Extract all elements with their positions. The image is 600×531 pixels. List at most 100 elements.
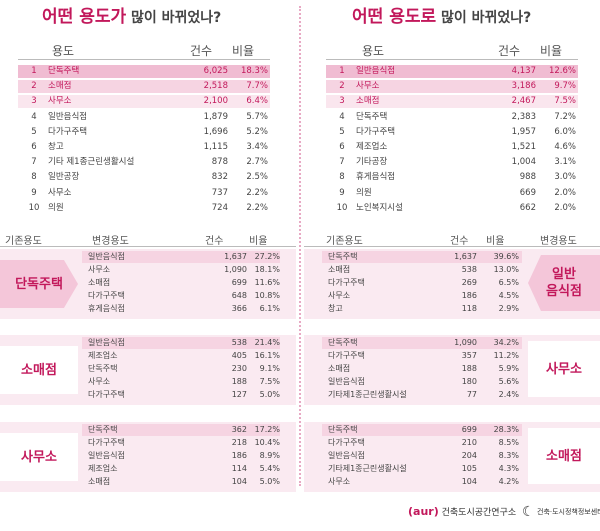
left-change-pct: 11.6% — [254, 278, 280, 287]
rank-right-header-line — [326, 59, 578, 60]
left-rank-name: 단독주택 — [48, 66, 80, 76]
left-rank-rank: 2 — [31, 81, 37, 92]
left-rank-rank: 9 — [31, 187, 37, 198]
left-change-pct: 5.4% — [259, 464, 280, 473]
right-rank-count: 3,186 — [511, 81, 536, 92]
right-change-name: 다가구주택 — [328, 278, 365, 287]
left-rank-row: 3 사무소 2,100 6.4% — [18, 95, 270, 109]
left-change-count: 405 — [231, 351, 247, 360]
right-rank-pct: 3.1% — [554, 157, 576, 168]
right-change-pct: 4.5% — [498, 291, 519, 300]
right-change-row: 사무소 104 4.2% — [322, 476, 522, 488]
row-highlight — [82, 337, 280, 349]
rank-left-use-header: 용도 — [52, 44, 75, 58]
right-change-name: 소매점 — [328, 364, 351, 373]
left-change-count: 699 — [231, 278, 247, 287]
right-rank-row: 7 기타공장 1,004 3.1% — [326, 156, 578, 169]
right-rank-pct: 6.0% — [554, 126, 576, 137]
right-rank-pct: 7.5% — [554, 96, 576, 107]
left-change-name: 일반음식점 — [88, 451, 125, 460]
left-rank-row: 6 창고 1,115 3.4% — [18, 141, 270, 154]
right-change-name: 단독주택 — [328, 252, 358, 261]
right-change-pct: 5.9% — [498, 364, 519, 373]
left-change-pct: 7.5% — [259, 377, 280, 386]
left-group-label: 단독주택 — [0, 260, 78, 308]
left-change-name: 사무소 — [88, 265, 111, 274]
left-change-row: 휴게음식점 366 6.1% — [82, 303, 280, 315]
left-rank-count: 737 — [211, 187, 228, 198]
left-rank-rank: 4 — [31, 111, 37, 122]
left-change-pct: 16.1% — [254, 351, 280, 360]
left-change-name: 단독주택 — [88, 425, 118, 434]
right-title: 어떤 용도로 많이 바뀌었나? — [352, 7, 532, 27]
left-rank-name: 소매점 — [48, 81, 72, 92]
right-change-pct: 4.2% — [498, 477, 519, 486]
right-rank-count: 1,004 — [511, 157, 536, 168]
right-change-row: 단독주택 699 28.3% — [322, 424, 522, 436]
right-orig-header: 기존용도 — [326, 236, 363, 247]
left-change-count: 230 — [231, 364, 247, 373]
left-change-name: 소매점 — [88, 477, 111, 486]
left-rank-pct: 5.7% — [246, 111, 268, 122]
right-change-pct: 13.0% — [493, 265, 519, 274]
right-rank-pct: 7.2% — [554, 111, 576, 122]
left-change-row: 사무소 188 7.5% — [82, 376, 280, 388]
left-change-count: 114 — [231, 464, 247, 473]
right-change-name: 단독주택 — [328, 338, 358, 347]
right-changed-header: 변경용도 — [540, 236, 577, 247]
row-highlight — [322, 337, 522, 349]
left-change-pct: 17.2% — [254, 425, 280, 434]
left-change-name: 제조업소 — [88, 464, 118, 473]
left-rank-rank: 5 — [31, 126, 37, 137]
left-orig-header: 기존용도 — [5, 236, 42, 247]
rank-left-header-line — [18, 59, 270, 60]
left-change-pct: 21.4% — [254, 338, 280, 347]
left-rank-name: 다가구주택 — [48, 126, 88, 137]
right-change-count: 204 — [461, 451, 477, 460]
left-change-row: 다가구주택 127 5.0% — [82, 389, 280, 401]
left-rank-name: 사무소 — [48, 96, 72, 107]
left-change-name: 휴게음식점 — [88, 304, 125, 313]
left-change-name: 일반음식점 — [88, 252, 125, 261]
left-change-row: 제조업소 114 5.4% — [82, 463, 280, 475]
left-change-count: 186 — [231, 451, 247, 460]
left-rank-rank: 8 — [31, 172, 37, 183]
left-change-name: 사무소 — [88, 377, 111, 386]
right-rank-name: 사무소 — [356, 81, 380, 92]
rank-left-ratio-header: 비율 — [232, 44, 255, 58]
right-change-pct: 11.2% — [493, 351, 519, 360]
right-rank-row: 9 의원 669 2.0% — [326, 187, 578, 200]
right-rank-name: 다가구주택 — [356, 126, 396, 137]
right-rank-count: 1,957 — [511, 126, 536, 137]
right-group-label: 소매점 — [528, 428, 600, 484]
right-change-name: 기타제1종근린생활시설 — [328, 464, 407, 473]
right-change-count: 118 — [461, 304, 477, 313]
left-rank-name: 일반공장 — [48, 172, 80, 183]
left-change-pct: 9.1% — [259, 364, 280, 373]
right-change-name: 사무소 — [328, 477, 351, 486]
right-change-pct: 28.3% — [493, 425, 519, 434]
left-change-row: 다가구주택 648 10.8% — [82, 290, 280, 302]
left-change-count: 648 — [231, 291, 247, 300]
left-rank-name: 창고 — [48, 142, 64, 152]
left-change-name: 일반음식점 — [88, 338, 125, 347]
left-change-row: 소매점 104 5.0% — [82, 476, 280, 488]
right-rank-rank: 5 — [339, 126, 345, 137]
left-rank-pct: 2.2% — [246, 187, 268, 198]
right-change-count: 538 — [461, 265, 477, 274]
right-change-row: 다가구주택 269 6.5% — [322, 277, 522, 289]
left-rank-pct: 3.4% — [246, 142, 268, 152]
right-rank-name: 단독주택 — [356, 111, 388, 122]
left-change-row: 단독주택 230 9.1% — [82, 363, 280, 375]
left-change-count: 538 — [231, 338, 247, 347]
right-change-row: 단독주택 1,090 34.2% — [322, 337, 522, 349]
left-rank-row: 5 다가구주택 1,696 5.2% — [18, 126, 270, 139]
left-rank-rank: 3 — [31, 96, 37, 107]
left-change-name: 다가구주택 — [88, 438, 125, 447]
right-change-count: 210 — [461, 438, 477, 447]
right-group-label: 사무소 — [528, 341, 600, 397]
left-rank-rank: 6 — [31, 142, 37, 152]
right-rank-rank: 1 — [339, 66, 345, 76]
right-rank-row: 4 단독주택 2,383 7.2% — [326, 111, 578, 124]
right-change-pct: 4.3% — [498, 464, 519, 473]
